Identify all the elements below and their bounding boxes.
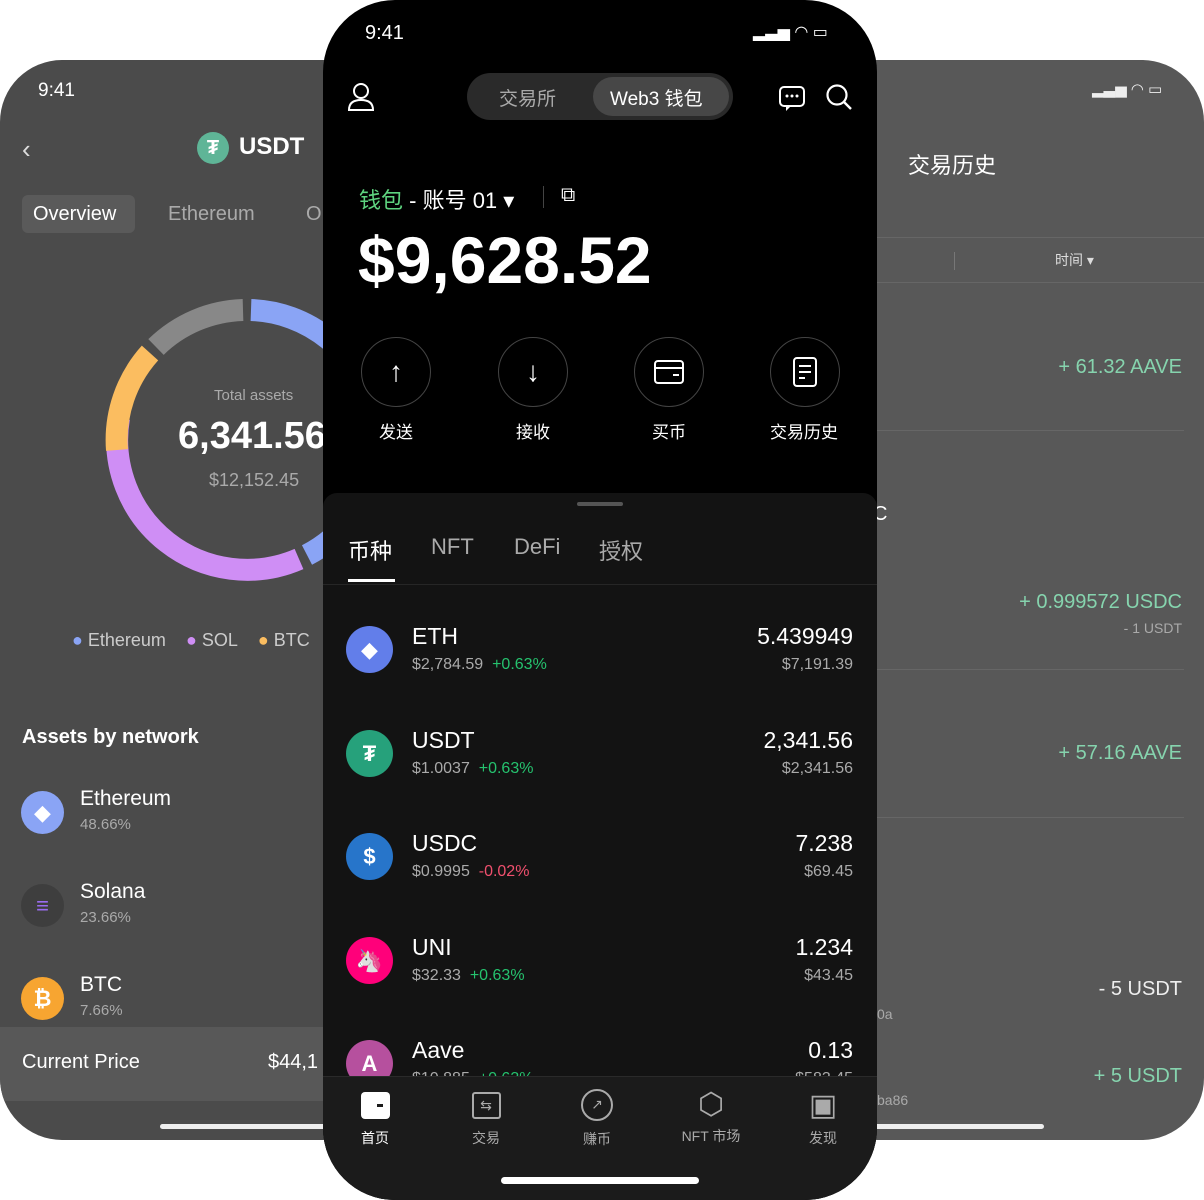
home-indicator <box>160 1124 360 1129</box>
send-label: 发送 <box>379 423 413 442</box>
chart-legend: ● Ethereum ● SOL ● BTC <box>72 630 310 650</box>
token-symbol: Aave <box>412 1037 465 1063</box>
tab-other[interactable]: O <box>306 203 322 225</box>
home-indicator <box>870 1124 1044 1129</box>
status-icons: ▂▃▅ ◠ ▭ <box>1092 81 1163 98</box>
token-icon-uni: 🦄 <box>346 936 393 984</box>
history-amount: + 57.16 AAVE <box>1058 742 1182 764</box>
section-title: Assets by network <box>22 726 199 748</box>
history-amount: + 0.999572 USDC <box>1019 591 1182 613</box>
tab-overview[interactable]: Overview <box>22 195 135 233</box>
time-filter-dropdown[interactable]: 时间 ▾ <box>1055 252 1094 268</box>
token-amount: 0.13 <box>808 1037 853 1063</box>
token-price-line: $1.0037 +0.63% <box>412 759 534 777</box>
token-usd-value: $7,191.39 <box>781 656 853 673</box>
wallet-balance: $9,628.52 <box>358 223 652 297</box>
receive-button[interactable]: ↓ <box>498 337 568 407</box>
total-assets-value: 6,341.56 <box>178 415 326 457</box>
truncated-address: 0a <box>877 1006 893 1022</box>
page-title: USDT <box>239 133 305 160</box>
history-label: 交易历史 <box>770 423 838 442</box>
status-time: 9:41 <box>38 80 75 101</box>
truncated-address: ba86 <box>877 1092 909 1108</box>
token-usd-value: $43.45 <box>804 966 853 984</box>
token-icon-eth: ◆ <box>346 626 393 673</box>
donut-segment-sol <box>106 416 304 581</box>
token-usd-value: $69.45 <box>804 863 853 880</box>
document-icon <box>793 357 817 387</box>
buy-button[interactable] <box>634 337 704 407</box>
wallet-home-screen: 9:41 ▂▃▅ ◠ ▭ 交易所 Web3 钱包 钱包 - 账号 01 ▾ ⧉ … <box>323 0 877 1200</box>
token-amount: 1.234 <box>795 933 853 960</box>
search-icon[interactable] <box>825 83 853 116</box>
tab-exchange[interactable]: 交易所 <box>499 89 557 110</box>
network-pct: 48.66% <box>80 816 131 833</box>
token-row[interactable]: ◆ ETH $2,784.59 +0.63% 5.439949 $7,191.3… <box>323 611 877 711</box>
nav-trade[interactable]: ⇆ 交易 <box>441 1086 531 1148</box>
buy-label: 买币 <box>652 423 686 442</box>
history-amount: - 5 USDT <box>1098 978 1182 1000</box>
tab-nft[interactable]: NFT <box>431 534 474 559</box>
card-icon <box>654 360 684 384</box>
history-sub-amount: - 1 USDT <box>1123 620 1182 636</box>
tab-ethereum[interactable]: Ethereum <box>168 203 255 225</box>
receive-label: 接收 <box>516 423 550 442</box>
token-price-line: $0.9995 -0.02% <box>412 863 530 880</box>
back-icon[interactable]: ‹ <box>22 134 31 164</box>
history-amount: + 5 USDT <box>1093 1065 1182 1087</box>
status-time: 9:41 <box>365 22 404 44</box>
token-symbol: ETH <box>412 623 458 649</box>
ethereum-icon: ◆ <box>21 791 64 834</box>
nav-nft-market[interactable]: ⬡ NFT 市场 <box>681 1088 741 1144</box>
network-name: Ethereum <box>80 787 172 810</box>
status-icons: ▂▃▅ ◠ ▭ <box>753 24 828 41</box>
mode-switch[interactable]: 交易所 Web3 钱包 <box>467 73 733 120</box>
donut-segment-other <box>148 299 244 356</box>
nav-home[interactable]: 首页 <box>330 1086 420 1148</box>
token-price-line: $32.33 +0.63% <box>412 966 525 984</box>
token-row[interactable]: 🦄 UNI $32.33 +0.63% 1.234 $43.45 <box>323 922 877 1022</box>
usdt-icon: ₮ <box>197 132 229 164</box>
sheet-handle[interactable] <box>577 502 623 506</box>
donut-segment-btc <box>105 345 159 451</box>
token-symbol: UNI <box>412 933 452 960</box>
token-amount: 7.238 <box>795 830 853 856</box>
network-name: BTC <box>80 973 122 996</box>
history-button[interactable] <box>770 337 840 407</box>
wallet-account-selector[interactable]: 钱包 - 账号 01 ▾ <box>359 188 515 213</box>
tab-web3-wallet[interactable]: Web3 钱包 <box>593 77 729 116</box>
send-button[interactable]: ↑ <box>361 337 431 407</box>
token-symbol: USDT <box>412 726 475 753</box>
token-amount: 5.439949 <box>757 623 853 649</box>
network-pct: 23.66% <box>80 909 131 926</box>
history-amount: + 61.32 AAVE <box>1058 356 1182 378</box>
token-icon-usdc: $ <box>346 833 393 880</box>
total-assets-usd: $12,152.45 <box>209 470 300 490</box>
home-indicator <box>501 1177 699 1184</box>
token-row[interactable]: $ USDC $0.9995 -0.02% 7.238 $69.45 <box>323 818 877 918</box>
tab-defi[interactable]: DeFi <box>514 534 561 559</box>
total-assets-label: Total assets <box>214 387 294 404</box>
copy-icon[interactable]: ⧉ <box>561 184 576 206</box>
network-name: Solana <box>80 880 146 903</box>
solana-icon: ≡ <box>21 884 64 927</box>
token-symbol: USDC <box>412 830 478 856</box>
token-price-line: $2,784.59 +0.63% <box>412 656 547 673</box>
token-icon-usdt: ₮ <box>346 729 393 777</box>
btc-icon: ₿ <box>21 977 64 1020</box>
message-icon[interactable] <box>778 84 806 117</box>
profile-icon[interactable] <box>347 82 375 119</box>
nav-earn[interactable]: ↗ 赚币 <box>552 1086 642 1149</box>
page-title: 交易历史 <box>908 153 997 178</box>
tab-tokens[interactable]: 币种 <box>348 539 393 564</box>
token-usd-value: $2,341.56 <box>781 759 853 777</box>
nav-discover[interactable]: ▣ 发现 <box>808 1089 838 1147</box>
token-row[interactable]: ₮ USDT $1.0037 +0.63% 2,341.56 $2,341.56 <box>323 715 877 815</box>
token-amount: 2,341.56 <box>763 726 853 753</box>
network-pct: 7.66% <box>80 1002 123 1019</box>
tab-approvals[interactable]: 授权 <box>599 539 644 564</box>
active-tab-indicator <box>348 579 395 582</box>
